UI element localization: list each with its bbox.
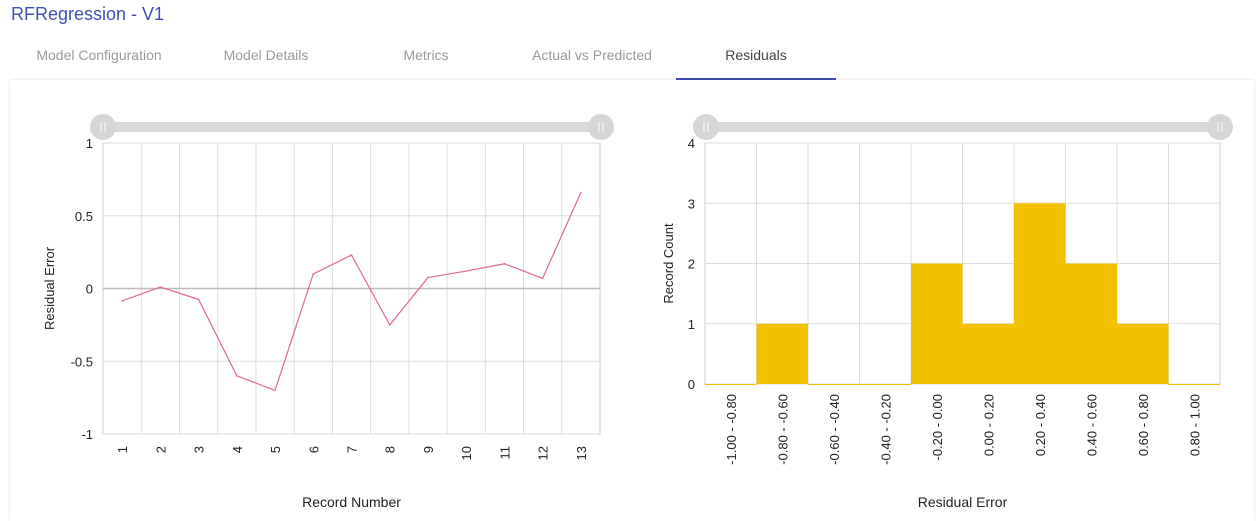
page-title: RFRegression - V1: [11, 4, 165, 24]
y-tick-label: 1: [688, 317, 695, 332]
data-point: [350, 254, 353, 256]
x-tick-label: -0.40 - -0.20: [878, 394, 893, 465]
x-tick-label: 3: [192, 446, 207, 453]
x-tick-label: 0.00 - 0.20: [981, 394, 996, 456]
grip-icon: [598, 122, 604, 132]
histogram-bar: [705, 384, 757, 385]
tab-model-details[interactable]: Model Details: [223, 47, 309, 63]
data-point: [541, 277, 544, 280]
x-tick-label: 1: [115, 446, 130, 453]
histogram-bar: [962, 323, 1014, 384]
data-point: [121, 300, 123, 302]
y-tick-label: 0: [86, 282, 93, 297]
x-tick-label: 8: [383, 446, 398, 453]
data-point: [388, 324, 391, 326]
tab-residuals[interactable]: Residuals: [676, 36, 836, 80]
x-tick-label: 10: [459, 446, 474, 460]
histogram-bar: [756, 323, 808, 384]
x-tick-label: 6: [306, 446, 321, 453]
x-tick-label: 7: [345, 446, 360, 453]
y-axis-title: Record Count: [661, 223, 676, 304]
data-point: [236, 375, 238, 377]
histogram-bar: [1168, 384, 1220, 385]
y-tick-label: -0.5: [71, 354, 93, 369]
data-point: [312, 273, 315, 275]
x-tick-label: -0.60 - -0.40: [827, 394, 842, 465]
y-tick-label: 0.5: [75, 209, 93, 224]
data-point: [274, 389, 276, 392]
histogram-bar: [1014, 203, 1066, 384]
x-tick-label: 9: [421, 446, 436, 453]
x-tick-label: -0.80 - -0.60: [775, 394, 790, 465]
grip-icon: [703, 122, 709, 132]
tab-model-configuration[interactable]: Model Configuration: [36, 47, 162, 63]
tab-bar: Model Configuration Model Details Metric…: [10, 36, 836, 80]
x-tick-label: 2: [153, 446, 168, 453]
tab-metrics[interactable]: Metrics: [403, 47, 449, 63]
x-tick-label: 5: [268, 446, 283, 453]
histogram-bar: [808, 384, 860, 385]
x-tick-label: -1.00 - -0.80: [724, 394, 739, 465]
histogram-bar: [911, 263, 963, 384]
x-tick-label: 4: [230, 446, 245, 453]
x-tick-label: 0.40 - 0.60: [1084, 394, 1099, 456]
line-chart-slider-handle-right[interactable]: [588, 114, 614, 140]
y-tick-label: 4: [688, 136, 695, 151]
x-axis-title: Record Number: [302, 494, 401, 510]
y-tick-label: 0: [688, 377, 695, 392]
histogram-slider-handle-left[interactable]: [693, 114, 719, 140]
grip-icon: [1217, 122, 1223, 132]
y-axis-title: Residual Error: [42, 246, 57, 330]
x-tick-label: 0.60 - 0.80: [1136, 394, 1151, 456]
data-point: [159, 286, 162, 288]
histogram-bar: [1065, 263, 1117, 384]
data-point: [427, 276, 429, 279]
residual-line: [121, 192, 582, 392]
data-point: [465, 270, 467, 272]
histogram-bar: [859, 384, 911, 385]
tab-actual-vs-predicted[interactable]: Actual vs Predicted: [532, 47, 652, 63]
x-tick-label: 13: [574, 446, 589, 460]
x-tick-label: 12: [536, 446, 551, 460]
y-tick-label: -1: [81, 427, 93, 442]
grip-icon: [100, 122, 106, 132]
line-chart-slider-handle-left[interactable]: [90, 114, 116, 140]
x-tick-label: 0.80 - 1.00: [1187, 394, 1202, 456]
line-chart-range-slider-track[interactable]: [103, 122, 601, 132]
histogram-bar: [1117, 323, 1169, 384]
x-tick-label: 0.20 - 0.40: [1033, 394, 1048, 456]
data-point: [580, 191, 582, 194]
histogram-range-slider-track[interactable]: [706, 122, 1220, 132]
y-tick-label: 3: [688, 196, 695, 211]
histogram-slider-handle-right[interactable]: [1207, 114, 1233, 140]
x-tick-label: -0.20 - 0.00: [930, 394, 945, 461]
x-tick-label: 11: [497, 446, 512, 460]
y-tick-label: 1: [86, 136, 93, 151]
data-point: [197, 298, 200, 301]
x-axis-title: Residual Error: [918, 494, 1008, 510]
y-tick-label: 2: [688, 257, 695, 272]
data-point: [503, 262, 506, 265]
